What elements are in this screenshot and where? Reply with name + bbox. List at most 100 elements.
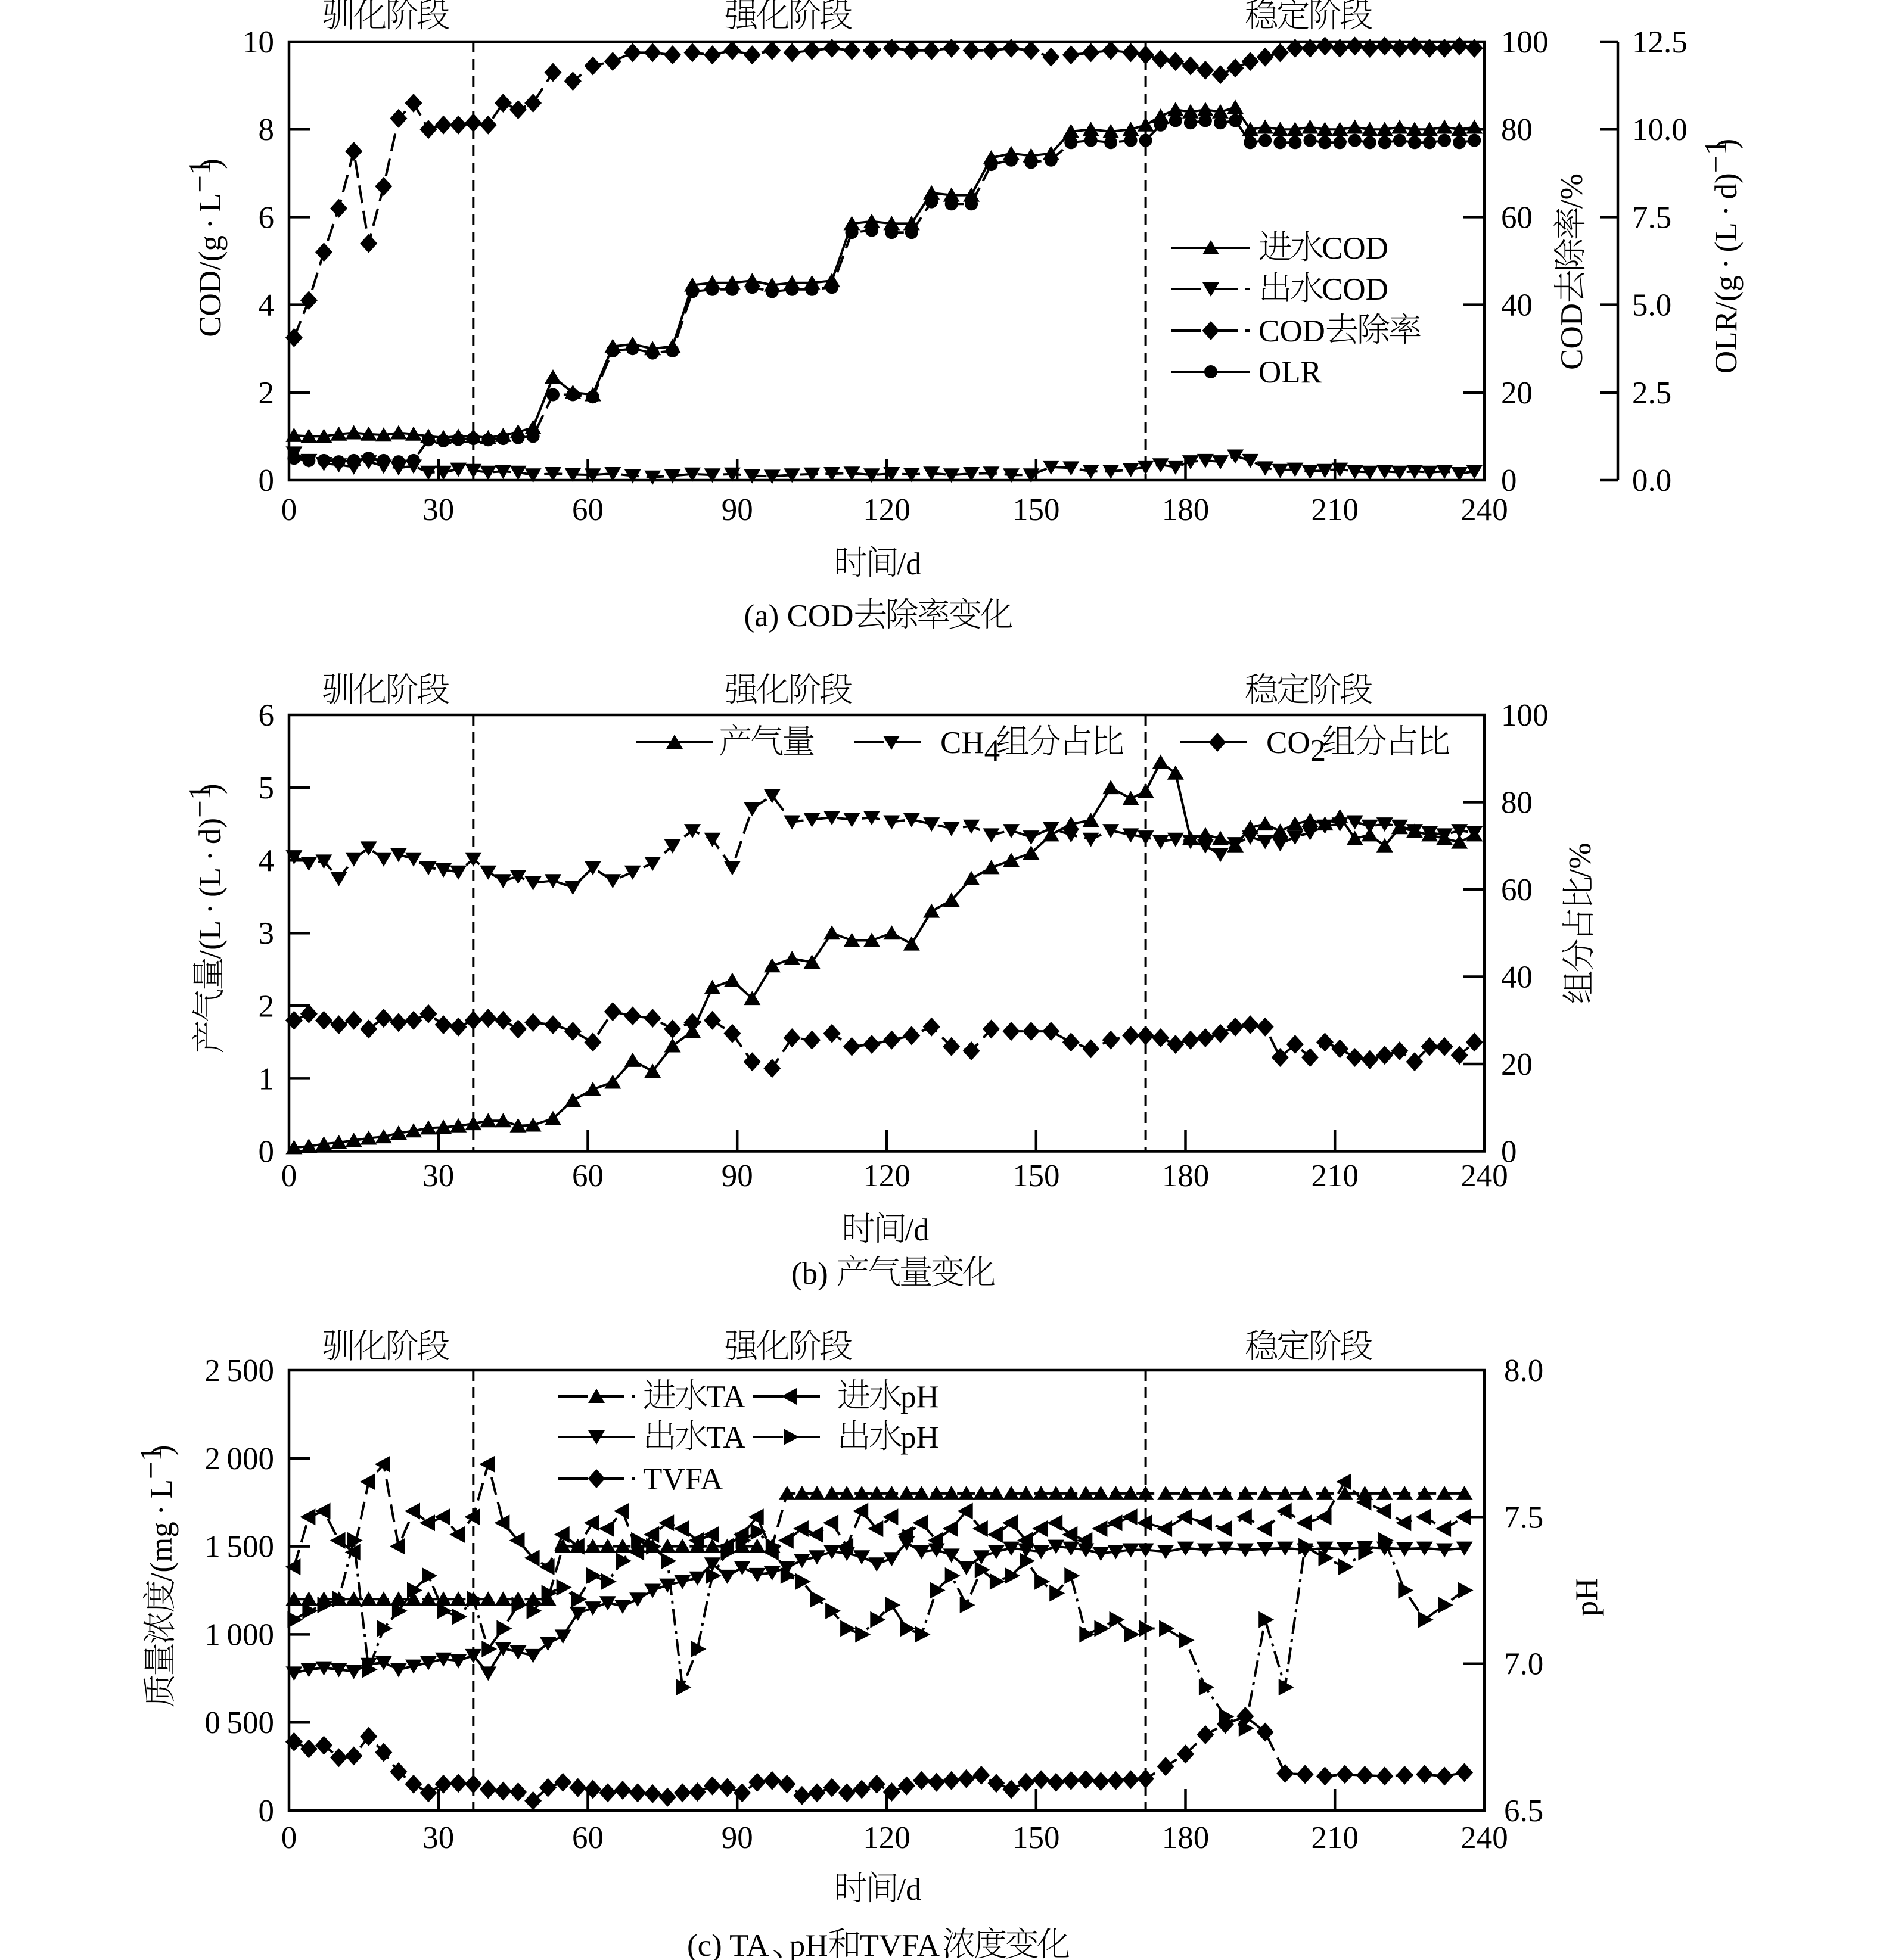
svg-text:7.5: 7.5 <box>1504 1500 1543 1535</box>
svg-text:pH: pH <box>790 1928 828 1960</box>
svg-text:120: 120 <box>863 1821 910 1855</box>
svg-text:): ) <box>1709 139 1744 150</box>
svg-text:/d: /d <box>897 1872 921 1907</box>
svg-text:−1: −1 <box>1699 139 1733 173</box>
svg-text:/d: /d <box>905 1213 929 1247</box>
svg-text:): ) <box>193 158 228 169</box>
svg-text:(c) TA: (c) TA <box>687 1928 769 1960</box>
svg-text:7.0: 7.0 <box>1504 1647 1543 1682</box>
svg-text:60: 60 <box>572 1159 604 1193</box>
svg-text:/%: /% <box>1563 843 1598 878</box>
svg-text:7.5: 7.5 <box>1632 200 1671 235</box>
svg-text:80: 80 <box>1501 113 1533 147</box>
svg-text:240: 240 <box>1460 1821 1508 1855</box>
svg-text:120: 120 <box>863 493 910 527</box>
svg-text:12.5: 12.5 <box>1632 25 1688 60</box>
svg-text:2 500: 2 500 <box>204 1354 274 1388</box>
svg-text:OLR: OLR <box>1258 355 1322 390</box>
svg-text:100: 100 <box>1501 25 1549 60</box>
svg-text:/d: /d <box>897 547 921 581</box>
svg-text:90: 90 <box>722 1821 753 1855</box>
svg-text:0.0: 0.0 <box>1632 463 1671 498</box>
svg-text:COD: COD <box>1322 231 1388 266</box>
svg-text:6: 6 <box>259 698 275 733</box>
svg-text:8: 8 <box>259 113 275 147</box>
svg-text:−1: −1 <box>183 159 217 192</box>
svg-text:150: 150 <box>1012 1821 1060 1855</box>
svg-text:100: 100 <box>1501 698 1549 733</box>
svg-text:−1: −1 <box>134 1446 169 1479</box>
svg-text:0: 0 <box>1501 463 1517 498</box>
svg-text:pH: pH <box>900 1380 939 1414</box>
svg-text:150: 150 <box>1012 493 1060 527</box>
svg-text:CH: CH <box>940 726 984 760</box>
svg-text:30: 30 <box>422 493 454 527</box>
svg-text:240: 240 <box>1460 493 1508 527</box>
svg-text:60: 60 <box>572 493 604 527</box>
svg-text:0: 0 <box>281 1159 297 1193</box>
svg-text:90: 90 <box>722 493 753 527</box>
svg-text:1 500: 1 500 <box>204 1530 274 1564</box>
svg-text:20: 20 <box>1501 376 1533 410</box>
svg-text:COD: COD <box>1555 303 1589 370</box>
svg-text:2.5: 2.5 <box>1632 376 1671 410</box>
svg-text:(a) COD: (a) COD <box>744 599 854 633</box>
svg-text:30: 30 <box>422 1821 454 1855</box>
svg-text:5: 5 <box>259 771 275 805</box>
svg-text:8.0: 8.0 <box>1504 1354 1543 1388</box>
svg-text:40: 40 <box>1501 960 1533 995</box>
svg-text:0: 0 <box>1501 1135 1517 1169</box>
svg-text:TA: TA <box>706 1380 745 1414</box>
svg-text:10: 10 <box>243 25 274 60</box>
svg-text:6.5: 6.5 <box>1504 1794 1543 1828</box>
svg-text:/(L · (L · d): /(L · (L · d) <box>193 818 228 959</box>
svg-text:TA: TA <box>706 1420 745 1455</box>
svg-text:4: 4 <box>259 288 275 323</box>
svg-text:0: 0 <box>259 1135 275 1169</box>
svg-text:0: 0 <box>259 1794 275 1828</box>
svg-text:40: 40 <box>1501 288 1533 323</box>
svg-text:COD: COD <box>1322 272 1388 307</box>
svg-text:210: 210 <box>1311 1821 1359 1855</box>
svg-text:pH: pH <box>900 1420 939 1455</box>
svg-text:1: 1 <box>259 1062 275 1096</box>
svg-text:/(mg · L: /(mg · L <box>144 1479 179 1581</box>
svg-text:−1: −1 <box>183 785 217 818</box>
svg-text:3: 3 <box>259 916 275 951</box>
svg-text:1 000: 1 000 <box>204 1617 274 1652</box>
svg-text:CO: CO <box>1266 726 1310 760</box>
svg-text:60: 60 <box>572 1821 604 1855</box>
svg-text:2: 2 <box>259 989 275 1023</box>
svg-text:30: 30 <box>422 1159 454 1193</box>
svg-text:pH: pH <box>1570 1578 1604 1617</box>
svg-text:2 000: 2 000 <box>204 1442 274 1476</box>
svg-text:240: 240 <box>1460 1159 1508 1193</box>
svg-text:210: 210 <box>1311 1159 1359 1193</box>
svg-text:180: 180 <box>1162 493 1210 527</box>
svg-text:): ) <box>193 783 228 794</box>
svg-text:0: 0 <box>281 1821 297 1855</box>
svg-text:20: 20 <box>1501 1047 1533 1082</box>
svg-text:150: 150 <box>1012 1159 1060 1193</box>
svg-text:80: 80 <box>1501 786 1533 820</box>
svg-text:0: 0 <box>259 463 275 498</box>
svg-text:COD: COD <box>1258 314 1325 349</box>
svg-text:180: 180 <box>1162 1821 1210 1855</box>
svg-text:5.0: 5.0 <box>1632 288 1671 323</box>
svg-text:10.0: 10.0 <box>1632 113 1688 147</box>
svg-text:2: 2 <box>259 376 275 410</box>
svg-text:180: 180 <box>1162 1159 1210 1193</box>
svg-text:TVFA: TVFA <box>860 1928 940 1960</box>
svg-text:OLR/(g · (L · d): OLR/(g · (L · d) <box>1709 173 1744 374</box>
svg-text:60: 60 <box>1501 200 1533 235</box>
svg-text:120: 120 <box>863 1159 910 1193</box>
svg-text:90: 90 <box>722 1159 753 1193</box>
svg-text:2: 2 <box>1310 733 1326 768</box>
svg-text:TVFA: TVFA <box>643 1462 723 1497</box>
svg-text:/%: /% <box>1555 173 1589 209</box>
svg-text:4: 4 <box>259 844 275 878</box>
svg-text:6: 6 <box>259 200 275 235</box>
svg-text:60: 60 <box>1501 873 1533 907</box>
svg-text:210: 210 <box>1311 493 1359 527</box>
svg-text:0: 0 <box>281 493 297 527</box>
